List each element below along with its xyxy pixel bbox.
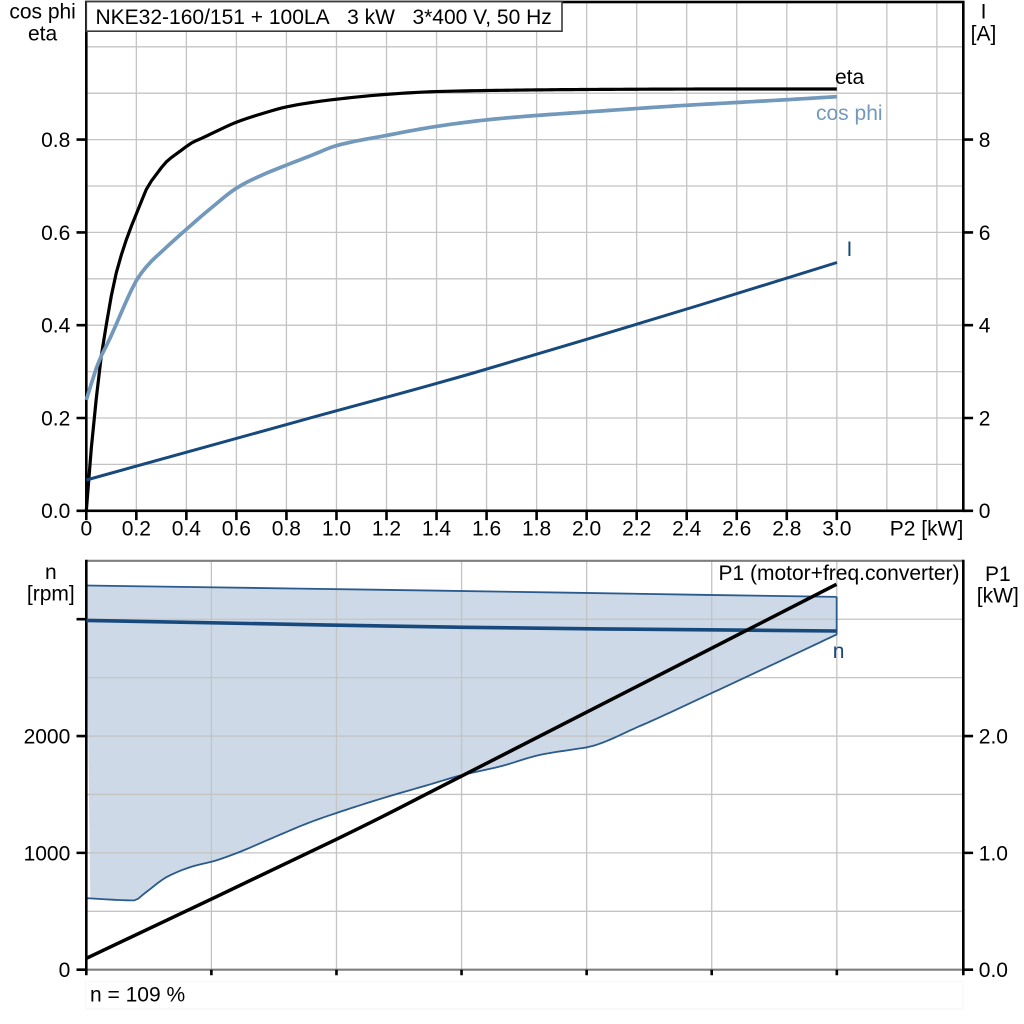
svg-text:0.2: 0.2 [41,407,70,430]
svg-text:2.4: 2.4 [672,517,702,540]
svg-text:NKE32-160/151 + 100LA 3 kW: NKE32-160/151 + 100LA 3 kW 3*400 V, 50 H… [96,6,552,29]
svg-text:0.8: 0.8 [41,129,70,152]
svg-text:1.2: 1.2 [372,517,401,540]
svg-text:2.0: 2.0 [572,517,601,540]
svg-text:[A]: [A] [971,22,997,45]
svg-text:1.0: 1.0 [322,517,351,540]
svg-text:P2 [kW]: P2 [kW] [890,517,964,540]
svg-text:0.6: 0.6 [222,517,251,540]
svg-text:P1 (motor+freq.converter): P1 (motor+freq.converter) [718,562,959,585]
svg-text:cos phi: cos phi [9,1,76,24]
svg-text:n = 109 %: n = 109 % [90,984,185,1007]
svg-text:0.8: 0.8 [272,517,301,540]
svg-text:4: 4 [979,315,991,338]
svg-text:1000: 1000 [24,842,71,865]
svg-text:0: 0 [59,959,71,982]
svg-text:6: 6 [979,222,991,245]
svg-text:[kW]: [kW] [977,585,1019,608]
svg-text:1.4: 1.4 [422,517,452,540]
svg-text:0.2: 0.2 [122,517,151,540]
svg-text:2: 2 [979,407,991,430]
svg-text:2.2: 2.2 [622,517,651,540]
svg-text:eta: eta [28,22,58,45]
svg-text:1.6: 1.6 [472,517,501,540]
svg-text:2.6: 2.6 [722,517,751,540]
svg-text:eta: eta [835,66,865,89]
svg-text:1.0: 1.0 [979,842,1008,865]
svg-text:0.4: 0.4 [172,517,202,540]
svg-text:2.0: 2.0 [979,725,1008,748]
svg-text:0.0: 0.0 [979,959,1008,982]
svg-text:n: n [45,561,57,584]
svg-text:2.8: 2.8 [772,517,801,540]
svg-text:0.4: 0.4 [41,315,71,338]
svg-text:cos phi: cos phi [816,102,883,125]
svg-text:n: n [833,640,845,663]
svg-text:0: 0 [979,500,991,523]
svg-text:1.8: 1.8 [522,517,551,540]
svg-text:0.6: 0.6 [41,222,70,245]
svg-text:[rpm]: [rpm] [27,583,75,606]
svg-text:0: 0 [80,517,92,540]
svg-text:I: I [847,238,853,261]
svg-text:2000: 2000 [24,725,71,748]
svg-text:0.0: 0.0 [41,500,70,523]
svg-text:P1: P1 [985,563,1011,586]
svg-text:3.0: 3.0 [822,517,851,540]
svg-text:8: 8 [979,129,991,152]
svg-text:I: I [981,1,987,24]
